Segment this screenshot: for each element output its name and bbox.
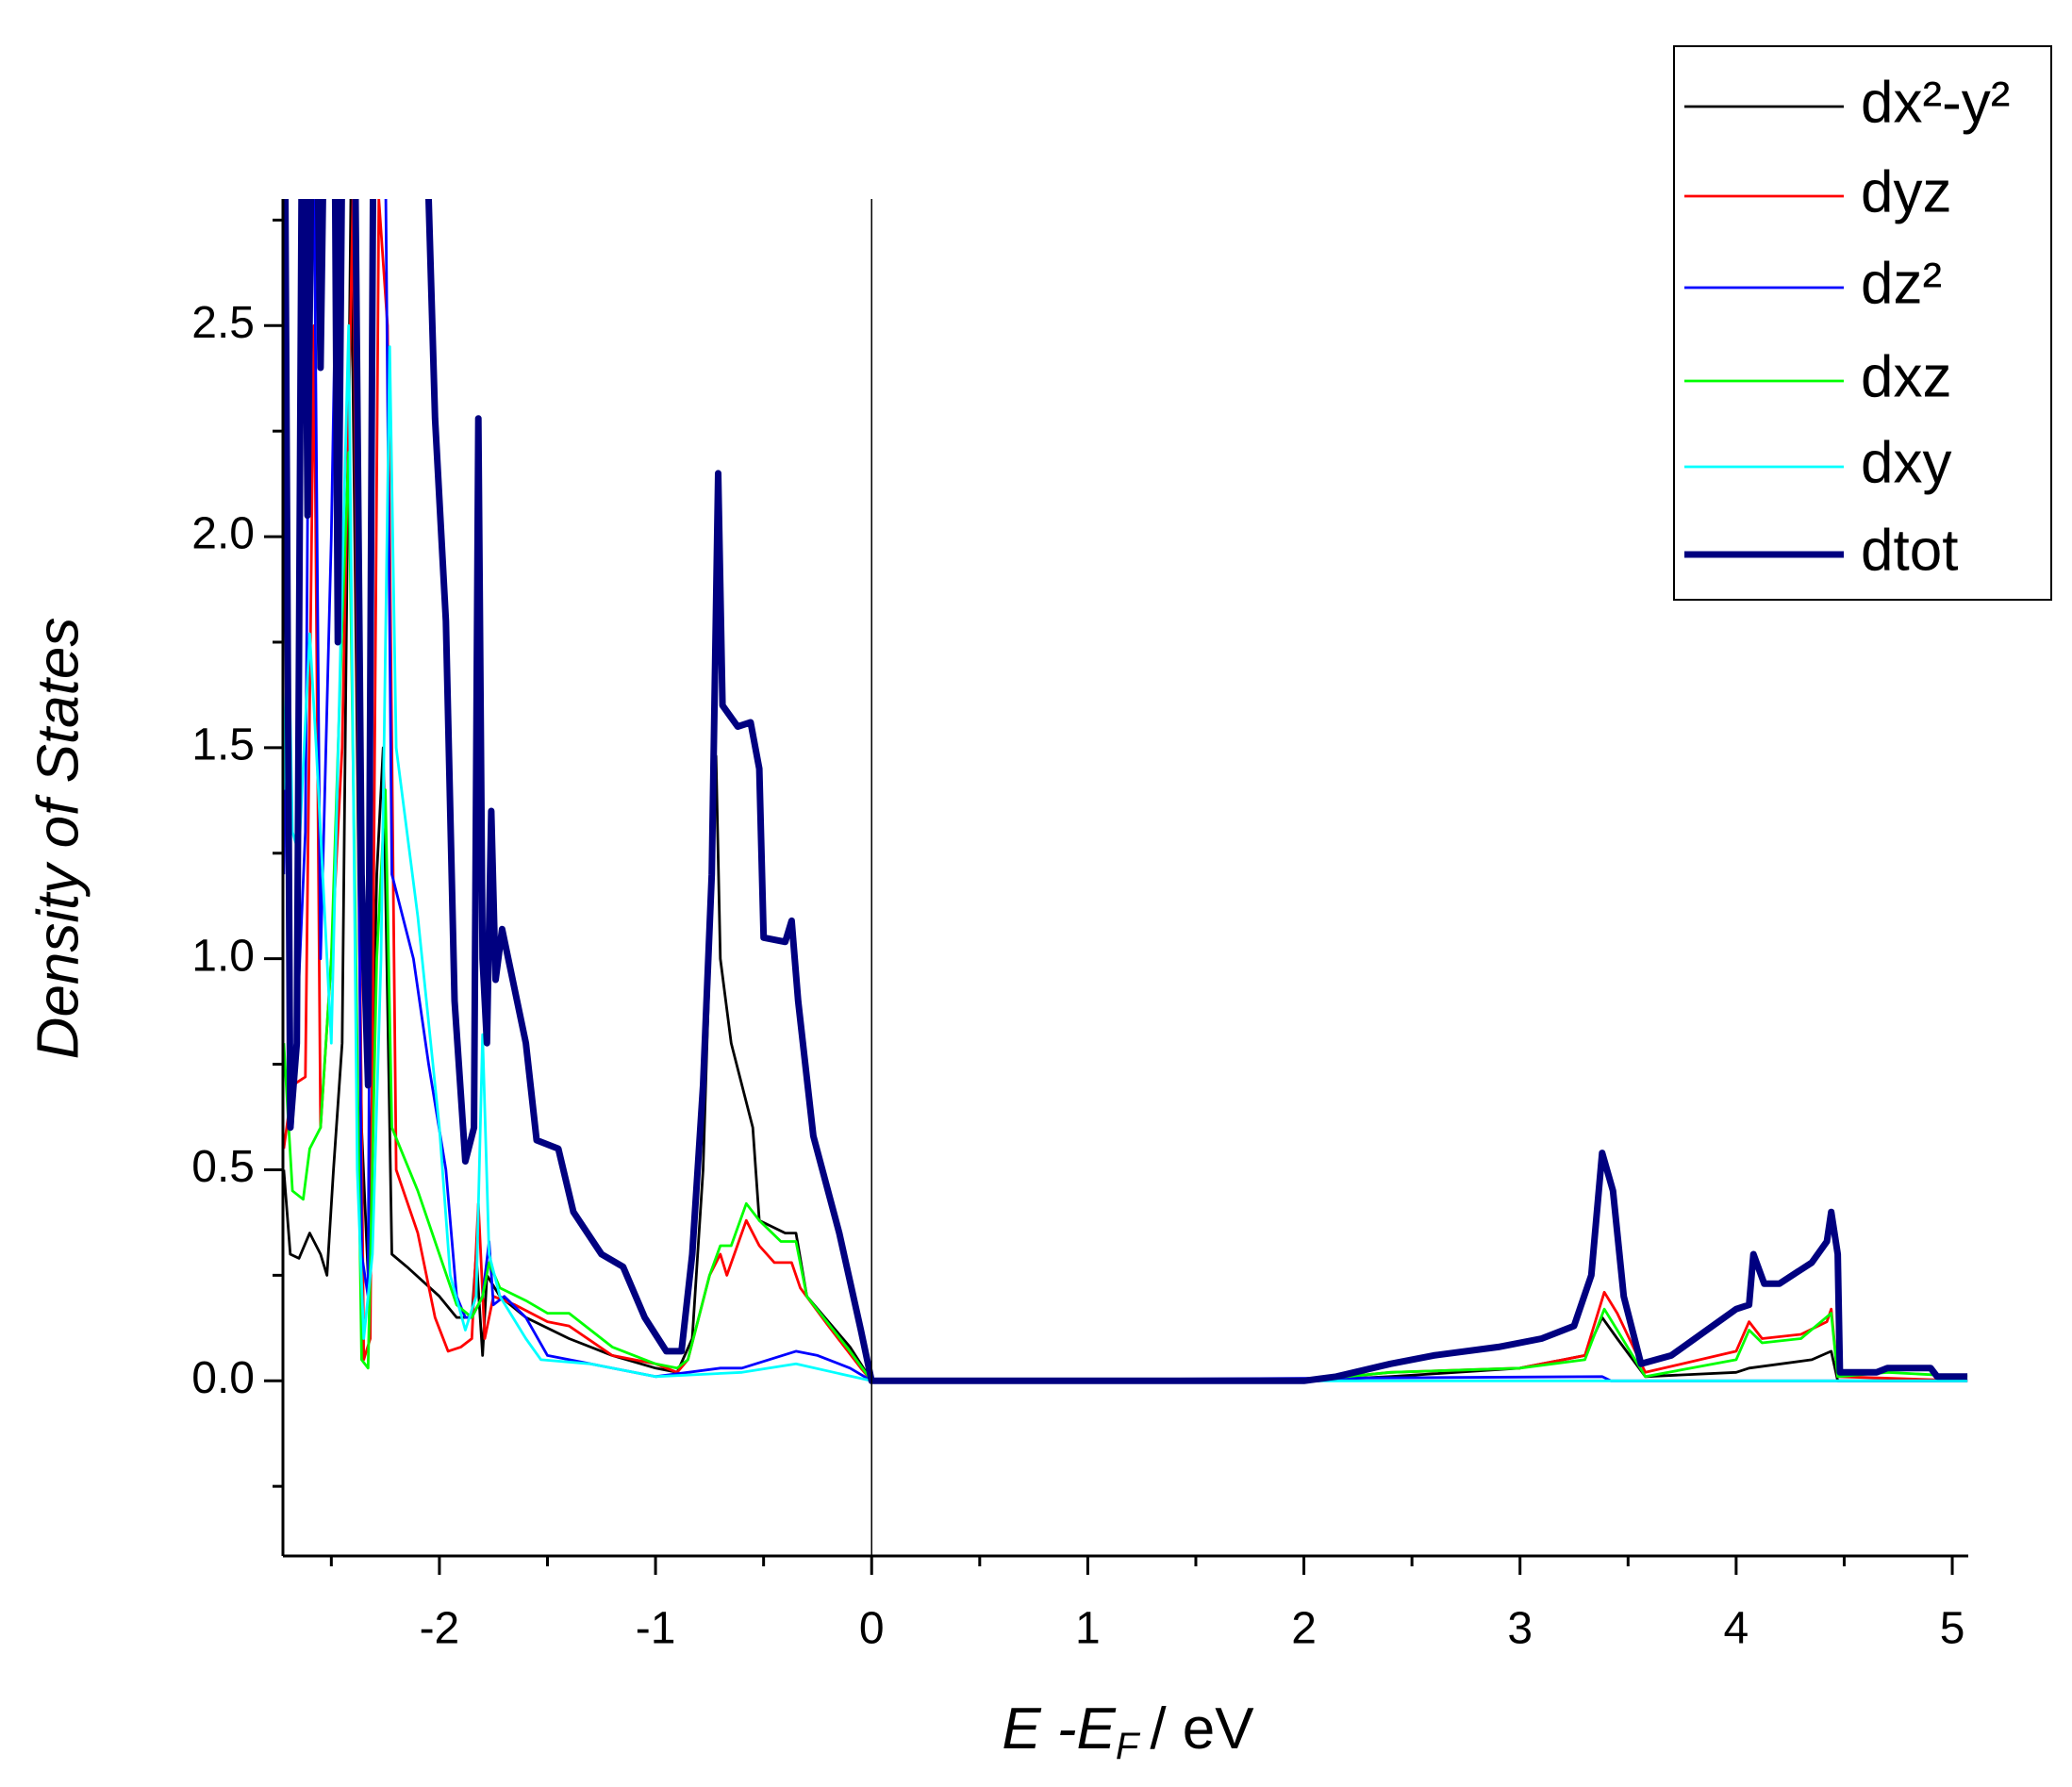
y-tick-label: 2.5 [191,298,255,348]
x-tick-label: -2 [420,1604,460,1654]
y-tick-label: 0.5 [191,1142,255,1192]
x-tick-label: 3 [1507,1604,1533,1654]
x-tick-label: 0 [859,1604,885,1654]
x-axis-label-sub: F [1116,1726,1141,1767]
series-line [283,199,1968,1382]
x-tick-label: 4 [1724,1604,1749,1654]
x-tick-label: 5 [1940,1604,1965,1654]
x-axis-label-part: E -E [1002,1696,1116,1762]
y-tick-label: 0.0 [191,1353,255,1403]
y-tick-label: 2.0 [191,509,255,559]
series-line [283,323,1968,1382]
x-axis-label: E -EF / eV [1002,1696,1254,1766]
y-tick-label: 1.5 [191,720,255,770]
y-tick-label: 1.0 [191,931,255,981]
x-tick-label: 1 [1075,1604,1101,1654]
series-line [283,199,1968,1384]
series-line [283,451,1968,1382]
legend-box [1673,45,2052,601]
legend: dx²-y² dyz dz² dxz dxy dtot [1684,70,2010,583]
x-axis-label-part: / eV [1150,1696,1254,1762]
legend-label: dyz [1861,159,1951,224]
x-tick-label: 2 [1291,1604,1317,1654]
plot-area [283,199,1968,1384]
legend-label: dxy [1861,430,1951,495]
y-axis-label: Density of States [25,618,91,1060]
x-tick-label: -1 [636,1604,676,1654]
legend-label: dx²-y² [1861,70,2010,135]
legend-label: dxz [1861,344,1951,409]
legend-label: dz² [1861,251,1942,316]
legend-label: dtot [1861,518,1958,583]
